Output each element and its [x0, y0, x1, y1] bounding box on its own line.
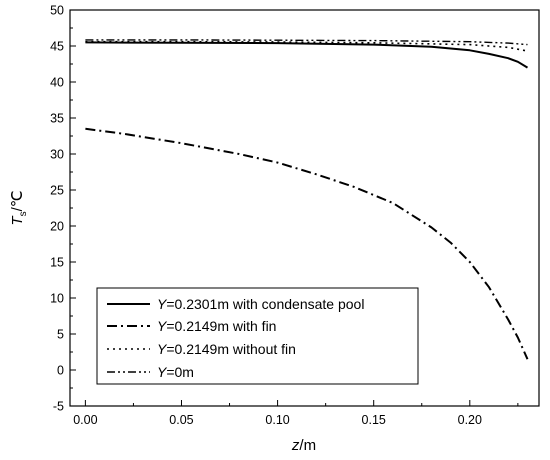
legend-entry-0: Y=0.2301m with condensate pool — [157, 296, 364, 312]
y-tick-label: 45 — [50, 40, 64, 54]
y-tick-label: 30 — [50, 148, 64, 162]
y-tick-label: 15 — [50, 256, 64, 270]
x-tick-label: 0.00 — [73, 413, 97, 427]
y-tick-label: 35 — [50, 112, 64, 126]
x-tick-label: 0.15 — [362, 413, 386, 427]
y-tick-label: 20 — [50, 220, 64, 234]
y-tick-label: 40 — [50, 76, 64, 90]
legend-entry-2: Y=0.2149m without fin — [157, 341, 296, 357]
y-tick-label: 5 — [57, 328, 64, 342]
y-axis-label: Ts/℃ — [9, 190, 29, 225]
y-tick-label: 10 — [50, 292, 64, 306]
y-tick-label: -5 — [53, 400, 64, 414]
x-axis-label: z/m — [291, 437, 316, 454]
series-line-2 — [85, 40, 528, 52]
y-tick-label: 0 — [57, 364, 64, 378]
x-tick-label: 0.20 — [458, 413, 482, 427]
legend-entry-3: Y=0m — [157, 364, 194, 380]
axis-ticks: -5 0 5 10 15 20 25 30 35 40 45 50 0.00 0.05 0.10 0.15 0.… — [50, 4, 519, 427]
y-tick-label: 25 — [50, 184, 64, 198]
legend: Y=0.2301m with condensate pool Y=0.2149m… — [96, 287, 419, 385]
series-lines — [85, 39, 529, 360]
legend-box — [96, 287, 419, 385]
series-line-3 — [85, 39, 528, 46]
x-tick-label: 0.05 — [169, 413, 193, 427]
x-tick-label: 0.10 — [265, 413, 289, 427]
legend-entry-1: Y=0.2149m with fin — [157, 318, 276, 334]
series-line-0 — [85, 41, 529, 69]
y-tick-label: 50 — [50, 4, 64, 18]
